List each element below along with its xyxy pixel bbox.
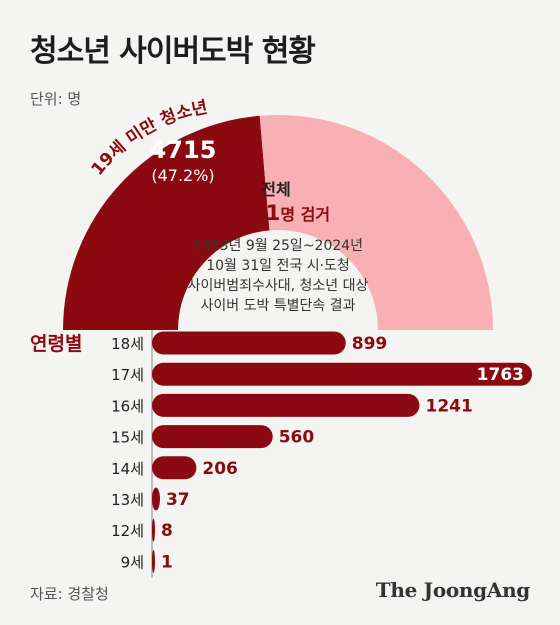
bar <box>152 549 155 573</box>
gauge-segment-value: 4715 <box>150 136 217 164</box>
bar-group-label: 연령별 <box>30 333 82 355</box>
bar-value-label: 1241 <box>425 396 472 416</box>
gauge-total-value: 9971 <box>222 201 280 225</box>
gauge-segment-rest <box>259 115 493 330</box>
bar <box>152 331 346 355</box>
bar-category-label: 13세 <box>111 491 144 509</box>
gauge-note-line-2: 10월 31일 전국 시·도청 <box>206 258 350 274</box>
bar-value-label: 1763 <box>477 365 524 385</box>
bar-category-label: 16세 <box>111 397 144 415</box>
gauge-total-suffix: 명 검거 <box>280 205 330 224</box>
bar <box>152 456 197 480</box>
bar <box>152 487 160 511</box>
bar <box>152 393 420 417</box>
bar-value-label: 37 <box>166 490 190 510</box>
unit-label: 단위: 명 <box>30 90 82 108</box>
bar-value-label: 899 <box>352 334 388 354</box>
gauge-total: 9971명 검거 <box>222 201 330 225</box>
gauge-segment-youth <box>63 115 270 330</box>
bar-category-label: 14세 <box>111 460 144 478</box>
gauge-note-line-4: 사이버 도박 특별단속 결과 <box>200 298 355 314</box>
bar-value-label: 1 <box>161 552 173 572</box>
brand-logo: The JoongAng <box>375 578 531 602</box>
gauge-total-label: 전체 <box>261 180 290 199</box>
bar-category-label: 17세 <box>111 366 144 384</box>
gauge-segment-percent: (47.2%) <box>151 166 214 185</box>
bar-value-label: 560 <box>279 428 315 448</box>
bar-value-label: 8 <box>161 521 173 541</box>
bar-category-label: 9세 <box>121 553 144 571</box>
bar <box>152 518 155 542</box>
source-note: 자료: 경찰청 <box>30 585 109 603</box>
bar-category-label: 15세 <box>111 429 144 447</box>
gauge-chart: 19세 미만 청소년 4715 (47.2%) 전체 9971명 검거 2023… <box>63 98 493 330</box>
bar-category-label: 12세 <box>111 522 144 540</box>
gauge-note-line-3: 사이버범죄수사대, 청소년 대상 <box>188 278 369 294</box>
bar-rows: 18세 899 17세 1763 16세 1241 15세 560 14세 206 13세 37 12세… <box>111 331 532 573</box>
bar <box>152 425 273 449</box>
bar-category-label: 18세 <box>111 335 144 353</box>
bar <box>152 362 532 386</box>
page-title: 청소년 사이버도박 현황 <box>30 34 316 69</box>
gauge-note-line-1: 2023년 9월 25일~2024년 <box>193 238 363 254</box>
bar-value-label: 206 <box>202 459 238 479</box>
